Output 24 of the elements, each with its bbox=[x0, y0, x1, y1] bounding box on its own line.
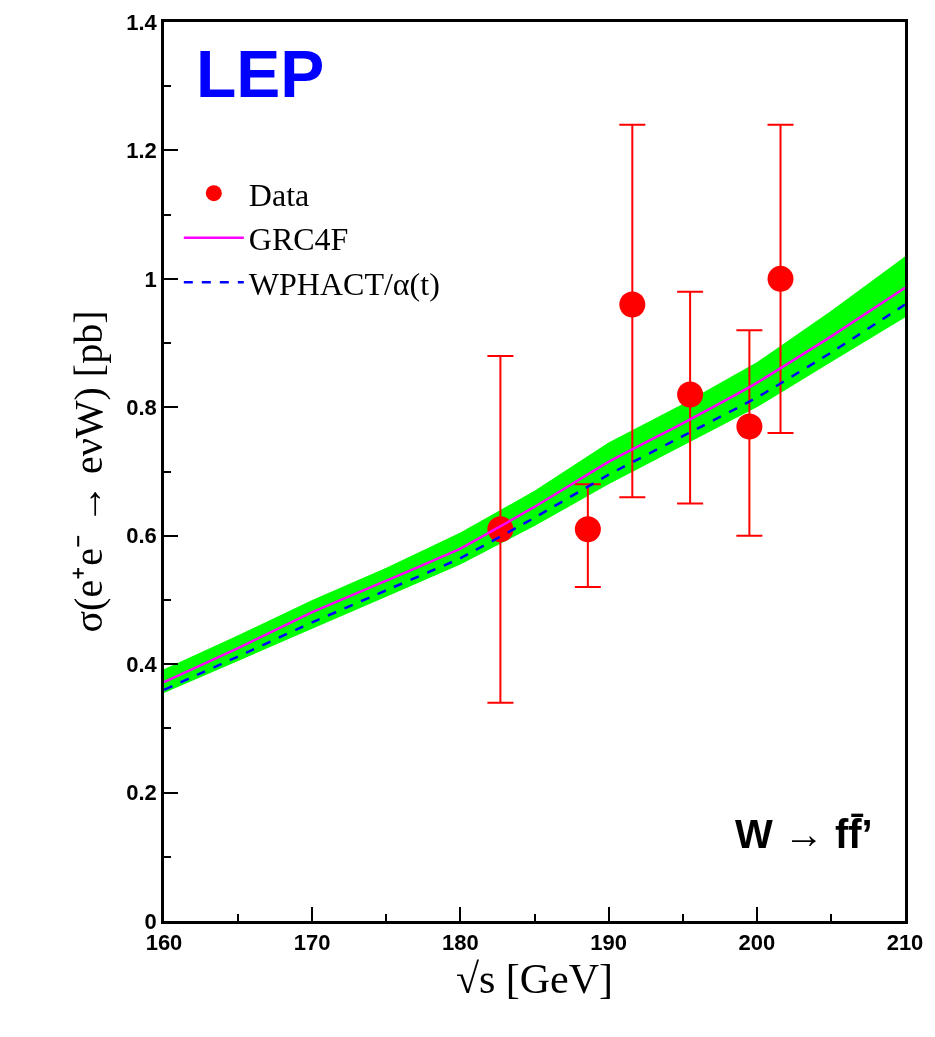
y-axis-title: σ(e⁺e⁻ → eνW) [pb] bbox=[65, 310, 111, 633]
x-tick-label: 170 bbox=[293, 930, 331, 956]
y-tick-label: 1.2 bbox=[126, 138, 157, 164]
x-tick-label: 180 bbox=[442, 930, 479, 956]
y-tick-label: 0.6 bbox=[126, 523, 157, 549]
legend-label: Data bbox=[248, 176, 310, 213]
annotation: LEP bbox=[196, 37, 325, 111]
x-tick-label: 210 bbox=[886, 930, 924, 956]
point bbox=[619, 291, 646, 318]
x-axis-title: √s [GeV] bbox=[455, 956, 614, 1003]
legend-label: WPHACT/α(t) bbox=[248, 265, 440, 302]
x-tick-label: 200 bbox=[738, 930, 776, 956]
y-tick-label: 0.2 bbox=[126, 780, 157, 806]
point bbox=[736, 413, 763, 440]
point bbox=[574, 516, 601, 543]
point bbox=[767, 265, 794, 292]
y-tick-label: 0.4 bbox=[126, 651, 158, 677]
x-tick-label: 190 bbox=[590, 930, 627, 956]
y-tick-label: 1.4 bbox=[126, 9, 158, 35]
legend-label: GRC4F bbox=[248, 221, 349, 258]
y-tick-label: 1 bbox=[144, 266, 157, 292]
annotation: W → ff̄’ bbox=[735, 812, 873, 856]
point bbox=[677, 381, 704, 408]
y-tick-label: 0.8 bbox=[126, 394, 157, 420]
